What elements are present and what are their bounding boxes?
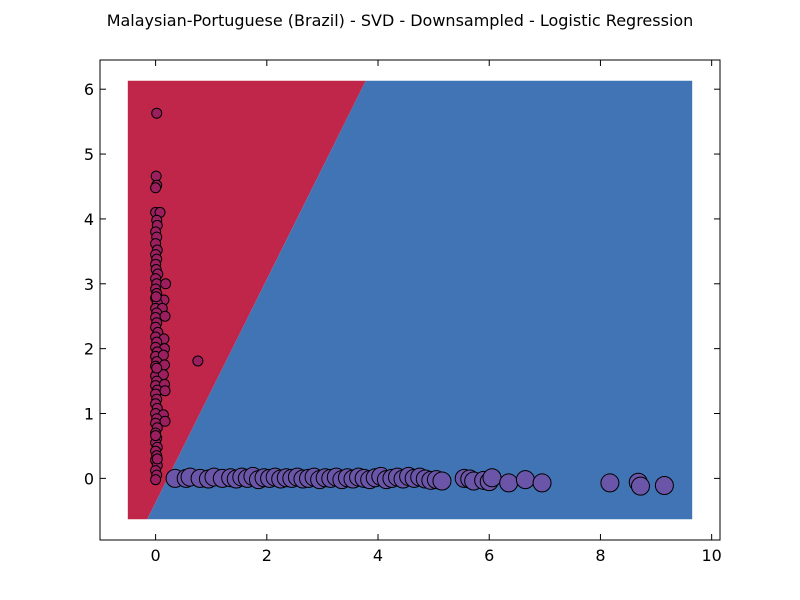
data-point <box>532 473 552 493</box>
x-tick-label: 8 <box>595 546 605 565</box>
data-point <box>151 107 163 119</box>
x-tick-label: 4 <box>373 546 383 565</box>
data-point <box>432 471 452 491</box>
plot-frame <box>99 59 721 541</box>
y-tick-label: 3 <box>84 275 94 294</box>
data-point <box>160 278 172 290</box>
data-point <box>159 415 171 427</box>
decision-regions <box>127 80 693 520</box>
data-point <box>499 473 519 493</box>
x-tick-label: 10 <box>701 546 721 565</box>
x-tick-label: 2 <box>262 546 272 565</box>
y-tick-label: 4 <box>84 210 94 229</box>
data-point <box>151 362 163 374</box>
chart-title: Malaysian-Portuguese (Brazil) - SVD - Do… <box>107 11 694 30</box>
data-point <box>515 470 535 490</box>
data-point <box>151 453 163 465</box>
axis-ticks: 0 2 4 6 8 10 0 1 2 3 4 5 6 <box>84 60 722 565</box>
data-point <box>150 182 162 194</box>
data-points <box>150 107 674 496</box>
y-tick-label: 6 <box>84 80 94 99</box>
data-point <box>150 170 162 182</box>
x-tick-label: 0 <box>151 546 161 565</box>
data-point <box>150 291 162 303</box>
y-tick-label: 5 <box>84 145 94 164</box>
data-point <box>159 310 171 322</box>
region-left <box>127 80 366 520</box>
data-point <box>630 476 650 496</box>
data-point <box>159 385 171 397</box>
region-right <box>147 80 693 520</box>
data-point <box>192 355 204 367</box>
y-tick-label: 2 <box>84 340 94 359</box>
data-point <box>600 473 620 493</box>
data-point <box>150 430 162 442</box>
data-point <box>654 476 674 496</box>
y-tick-label: 0 <box>84 469 94 488</box>
data-point <box>150 474 162 486</box>
y-tick-label: 1 <box>84 405 94 424</box>
data-point <box>482 468 502 488</box>
x-tick-label: 6 <box>484 546 494 565</box>
